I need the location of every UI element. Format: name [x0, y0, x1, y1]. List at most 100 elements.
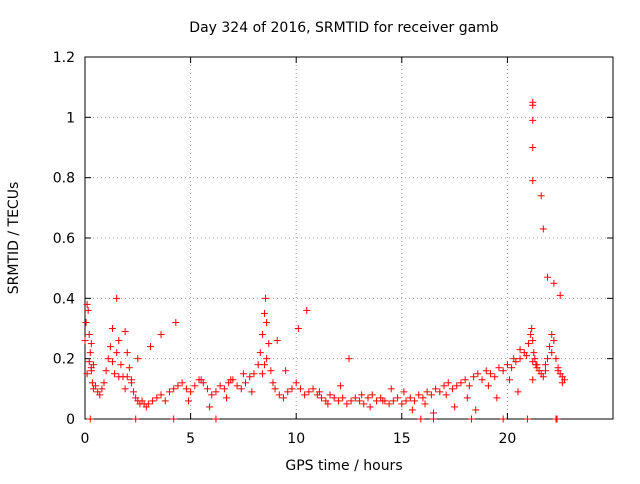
data-point: [453, 382, 461, 390]
data-point: [178, 379, 186, 387]
data-point: [261, 309, 269, 317]
data-point: [269, 379, 277, 387]
y-tick-label: 0.2: [53, 352, 75, 368]
x-tick-label: 20: [498, 431, 516, 447]
data-point: [539, 225, 547, 233]
y-tick-label: 0: [66, 412, 75, 428]
data-point: [372, 397, 380, 405]
data-point: [242, 379, 250, 387]
data-point: [267, 367, 275, 375]
data-point: [123, 373, 131, 381]
data-point: [516, 355, 524, 363]
data-point: [465, 382, 473, 390]
data-point: [108, 325, 116, 332]
data-point: [541, 361, 549, 369]
data-point: [491, 373, 499, 381]
y-tick-label: 1.2: [53, 50, 75, 66]
data-point: [400, 388, 408, 396]
data-points: [81, 98, 568, 423]
data-point: [525, 340, 533, 348]
data-point: [239, 370, 247, 378]
data-point: [487, 370, 495, 378]
data-point: [262, 294, 270, 302]
data-point: [440, 382, 448, 390]
data-point: [345, 355, 353, 363]
data-point: [296, 385, 304, 393]
data-point: [134, 355, 142, 363]
data-point: [212, 388, 220, 396]
data-point: [415, 391, 423, 399]
axis-ticks: 0 0.2 0.4 0.6 0.8 1 1.2 0 5 10 15 20: [53, 50, 613, 447]
data-point: [546, 343, 554, 351]
data-point: [529, 337, 537, 345]
data-point: [82, 318, 90, 326]
x-tick-label: 10: [287, 431, 305, 447]
data-point: [187, 388, 195, 396]
data-point: [303, 306, 311, 314]
data-point: [263, 355, 271, 363]
data-point: [165, 388, 173, 396]
data-point: [125, 364, 133, 372]
data-point: [470, 373, 478, 381]
data-point: [237, 385, 245, 393]
data-point-zero: [212, 415, 220, 423]
data-point: [265, 340, 273, 348]
data-point-zero: [86, 415, 94, 423]
data-point-zero: [170, 415, 178, 423]
data-point: [127, 376, 135, 384]
data-point: [318, 394, 326, 402]
data-point: [216, 382, 224, 390]
data-point: [537, 192, 545, 200]
chart-title: Day 324 of 2016, SRMTID for receiver gam…: [189, 20, 499, 36]
data-point: [410, 397, 418, 405]
data-point: [254, 361, 262, 369]
data-point: [394, 394, 402, 402]
y-tick-label: 0.4: [53, 291, 75, 307]
data-point: [337, 382, 345, 390]
data-point: [191, 382, 199, 390]
data-point: [550, 337, 558, 345]
y-tick-label: 1: [66, 110, 75, 126]
data-point: [284, 388, 292, 396]
data-point: [87, 340, 95, 348]
data-point: [506, 376, 514, 384]
data-point: [174, 382, 182, 390]
data-point: [358, 391, 366, 399]
data-point: [554, 364, 562, 372]
data-point: [256, 349, 264, 357]
data-point: [510, 355, 518, 363]
data-point: [558, 379, 566, 387]
data-point: [528, 325, 536, 332]
x-tick-label: 0: [81, 431, 90, 447]
data-point: [113, 349, 121, 357]
data-point: [288, 385, 296, 393]
data-point: [85, 358, 93, 366]
data-point: [356, 397, 364, 405]
data-point: [461, 376, 469, 384]
data-point: [533, 361, 541, 369]
data-point: [556, 291, 564, 299]
data-point: [161, 397, 169, 405]
data-point: [182, 385, 190, 393]
data-point: [203, 385, 211, 393]
data-point: [548, 331, 556, 339]
data-point: [261, 361, 269, 369]
data-point: [522, 352, 530, 360]
data-point: [448, 385, 456, 393]
data-point: [508, 364, 516, 372]
data-point: [444, 379, 452, 387]
data-point: [432, 385, 440, 393]
data-point: [83, 300, 91, 308]
data-point: [123, 349, 131, 357]
data-point: [527, 331, 535, 339]
data-point: [84, 306, 92, 314]
data-point: [115, 373, 123, 381]
data-point: [121, 385, 129, 393]
data-point: [463, 394, 471, 402]
data-point: [227, 376, 235, 384]
data-point: [102, 367, 110, 375]
data-point: [503, 361, 511, 369]
data-point: [360, 400, 368, 408]
data-point: [368, 391, 376, 399]
